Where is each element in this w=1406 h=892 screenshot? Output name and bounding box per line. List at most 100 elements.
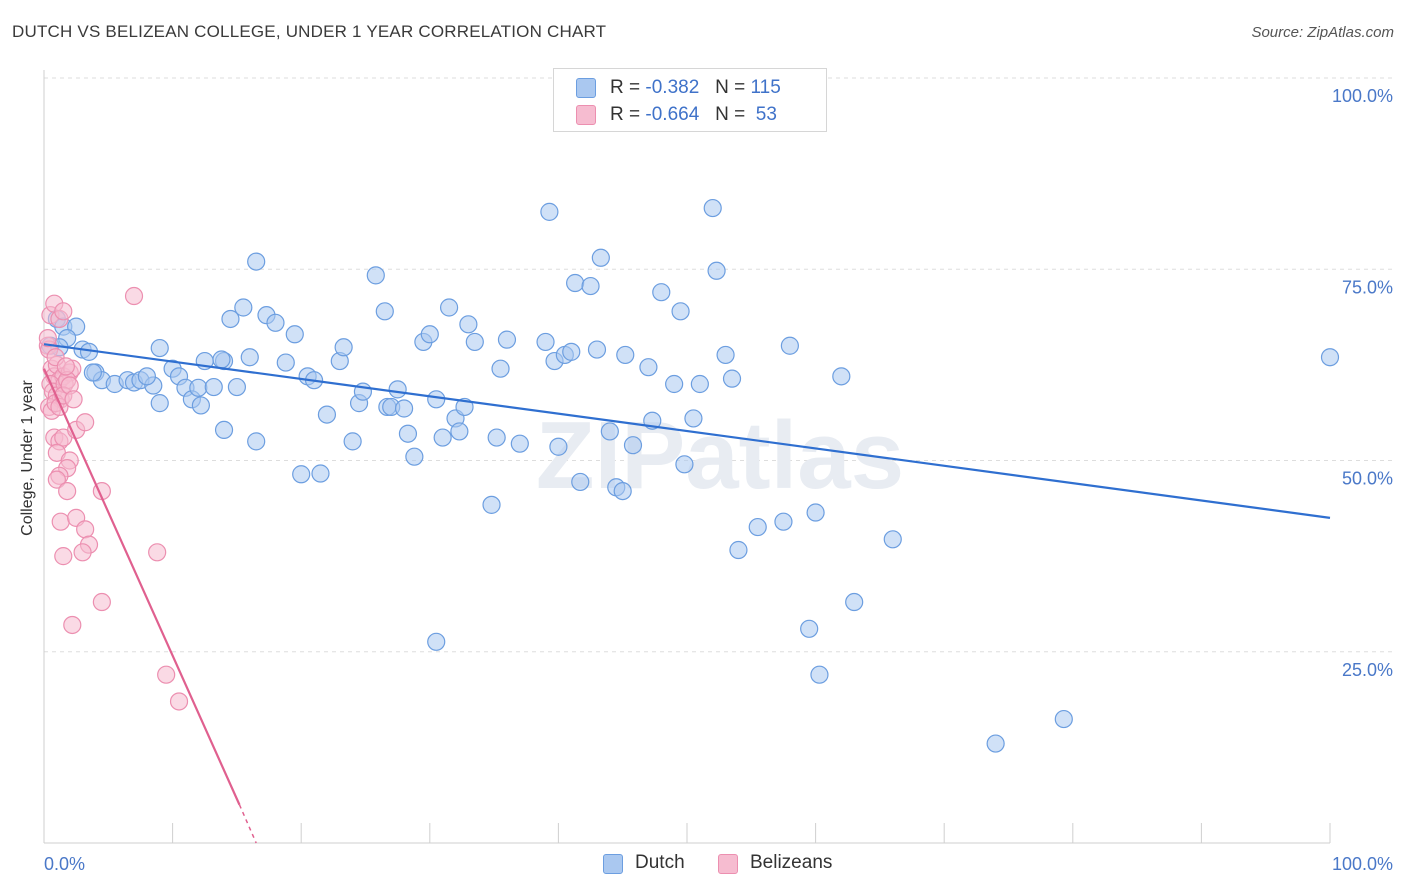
belizean-point	[54, 302, 73, 321]
stats-legend: R = -0.382 N = 115 R = -0.664 N = 53	[553, 68, 827, 132]
belizean-point	[38, 329, 57, 348]
dutch-point	[234, 298, 253, 317]
dutch-point	[549, 437, 568, 456]
y-tick-label-100: 100.0%	[1332, 86, 1393, 106]
dutch-point	[240, 348, 259, 367]
dutch-point	[845, 592, 864, 612]
dutch-point	[276, 353, 295, 372]
dutch-point	[343, 432, 362, 451]
dutch-point	[375, 302, 394, 321]
belizean-point	[124, 286, 144, 306]
dutch-point	[587, 340, 607, 359]
dutch-point	[616, 345, 635, 365]
dutch-trend-line	[43, 343, 1331, 519]
legend-dutch-r-value: -0.382	[645, 77, 700, 98]
dutch-point	[366, 266, 385, 285]
dutch-point	[334, 338, 353, 357]
axes	[43, 70, 1331, 844]
belizean-point	[64, 390, 83, 409]
y-tick-label-50: 50.0%	[1342, 469, 1393, 489]
dutch-point	[729, 540, 748, 560]
dutch-point	[497, 330, 517, 349]
dutch-point	[806, 503, 825, 522]
dutch-point	[394, 399, 414, 418]
belizean-point	[92, 592, 111, 612]
belizean-legend-swatch	[718, 854, 738, 874]
dutch-point	[221, 309, 240, 329]
dutch-point	[317, 405, 337, 424]
dutch-point	[398, 424, 418, 443]
legend-belizeans-r-value: -0.664	[645, 104, 700, 125]
dutch-point	[716, 345, 735, 365]
dutch-point	[591, 248, 610, 267]
dutch-point	[433, 428, 452, 447]
belizean-point	[63, 615, 82, 635]
dutch-legend-label: Dutch	[635, 852, 685, 873]
belizean-point	[76, 520, 95, 539]
dutch-point	[214, 420, 234, 439]
dutch-point	[536, 332, 555, 352]
dutch-point	[491, 359, 510, 378]
dutch-point	[613, 482, 632, 501]
dutch-point	[600, 422, 619, 441]
belizean-point	[54, 547, 73, 566]
belizean-point	[47, 470, 66, 489]
x-tick-label-min: 0.0%	[44, 854, 85, 874]
legend-belizeans-n-value: 53	[755, 104, 777, 125]
dutch-points	[41, 198, 1340, 753]
trend-lines	[42, 343, 1331, 844]
dutch-point	[150, 338, 169, 358]
dutch-point	[510, 434, 529, 453]
dutch-point	[247, 252, 266, 271]
y-tick-label-75: 75.0%	[1342, 277, 1393, 297]
dutch-point	[292, 465, 311, 484]
dutch-point	[810, 665, 829, 684]
dutch-point	[748, 517, 767, 537]
dutch-point	[420, 325, 439, 344]
dutch-point	[439, 298, 459, 317]
dutch-point	[671, 302, 690, 321]
dutch-point	[266, 313, 285, 332]
belizean-point	[148, 543, 167, 562]
dutch-point	[189, 378, 208, 397]
dutch-point	[690, 374, 709, 394]
dutch-point	[703, 198, 722, 218]
tick-labels: 25.0% 50.0% 75.0% 100.0% 0.0% 100.0%	[44, 86, 1393, 874]
dutch-point	[459, 315, 478, 334]
dutch-point	[83, 363, 102, 382]
chart-title: DUTCH VS BELIZEAN COLLEGE, UNDER 1 YEAR …	[12, 22, 607, 41]
x-tick-label-max: 100.0%	[1332, 854, 1393, 874]
dutch-point	[137, 367, 156, 386]
belizean-point	[73, 543, 92, 562]
dutch-point	[427, 390, 446, 409]
dutch-point	[562, 342, 581, 361]
dutch-point	[774, 512, 793, 531]
dutch-point	[581, 276, 600, 296]
belizean-trend-line	[42, 368, 241, 806]
legend-dutch-r-label: R =	[610, 77, 641, 98]
dutch-point	[722, 369, 742, 388]
belizean-point	[51, 512, 70, 531]
legend-belizeans-n-label: N =	[715, 104, 746, 125]
dutch-point	[883, 530, 902, 549]
belizean-point	[58, 482, 77, 501]
dutch-point	[1320, 348, 1340, 367]
dutch-point	[707, 261, 726, 280]
dutch-point	[487, 428, 506, 447]
dutch-point	[780, 336, 799, 355]
dutch-point	[427, 632, 446, 651]
belizean-legend-label: Belizeans	[750, 852, 833, 873]
source-label: Source: ZipAtlas.com	[1251, 24, 1394, 41]
legend-belizeans-r-label: R =	[610, 104, 641, 125]
dutch-point	[566, 273, 585, 293]
dutch-point	[388, 380, 407, 399]
legend-dutch-n-value: 115	[750, 77, 781, 98]
belizean-point	[157, 665, 176, 684]
dutch-point	[311, 464, 330, 483]
dutch-point	[684, 409, 703, 428]
belizean-swatch	[576, 105, 596, 125]
dutch-point	[800, 619, 819, 638]
dutch-point	[482, 495, 501, 514]
dutch-point	[227, 377, 246, 397]
